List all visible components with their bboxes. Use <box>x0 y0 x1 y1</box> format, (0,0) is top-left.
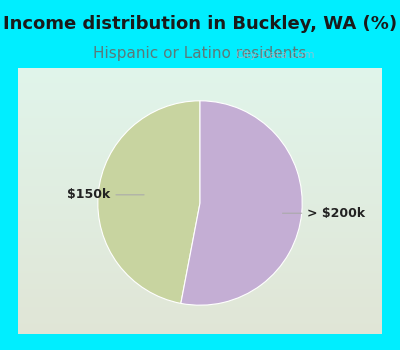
Wedge shape <box>181 101 302 305</box>
Text: $150k: $150k <box>67 188 144 201</box>
Text: Hispanic or Latino residents: Hispanic or Latino residents <box>93 46 307 61</box>
Text: Income distribution in Buckley, WA (%): Income distribution in Buckley, WA (%) <box>3 15 397 33</box>
Text: City-Data.com: City-Data.com <box>235 50 315 60</box>
Wedge shape <box>98 101 200 303</box>
Text: > $200k: > $200k <box>282 207 366 220</box>
